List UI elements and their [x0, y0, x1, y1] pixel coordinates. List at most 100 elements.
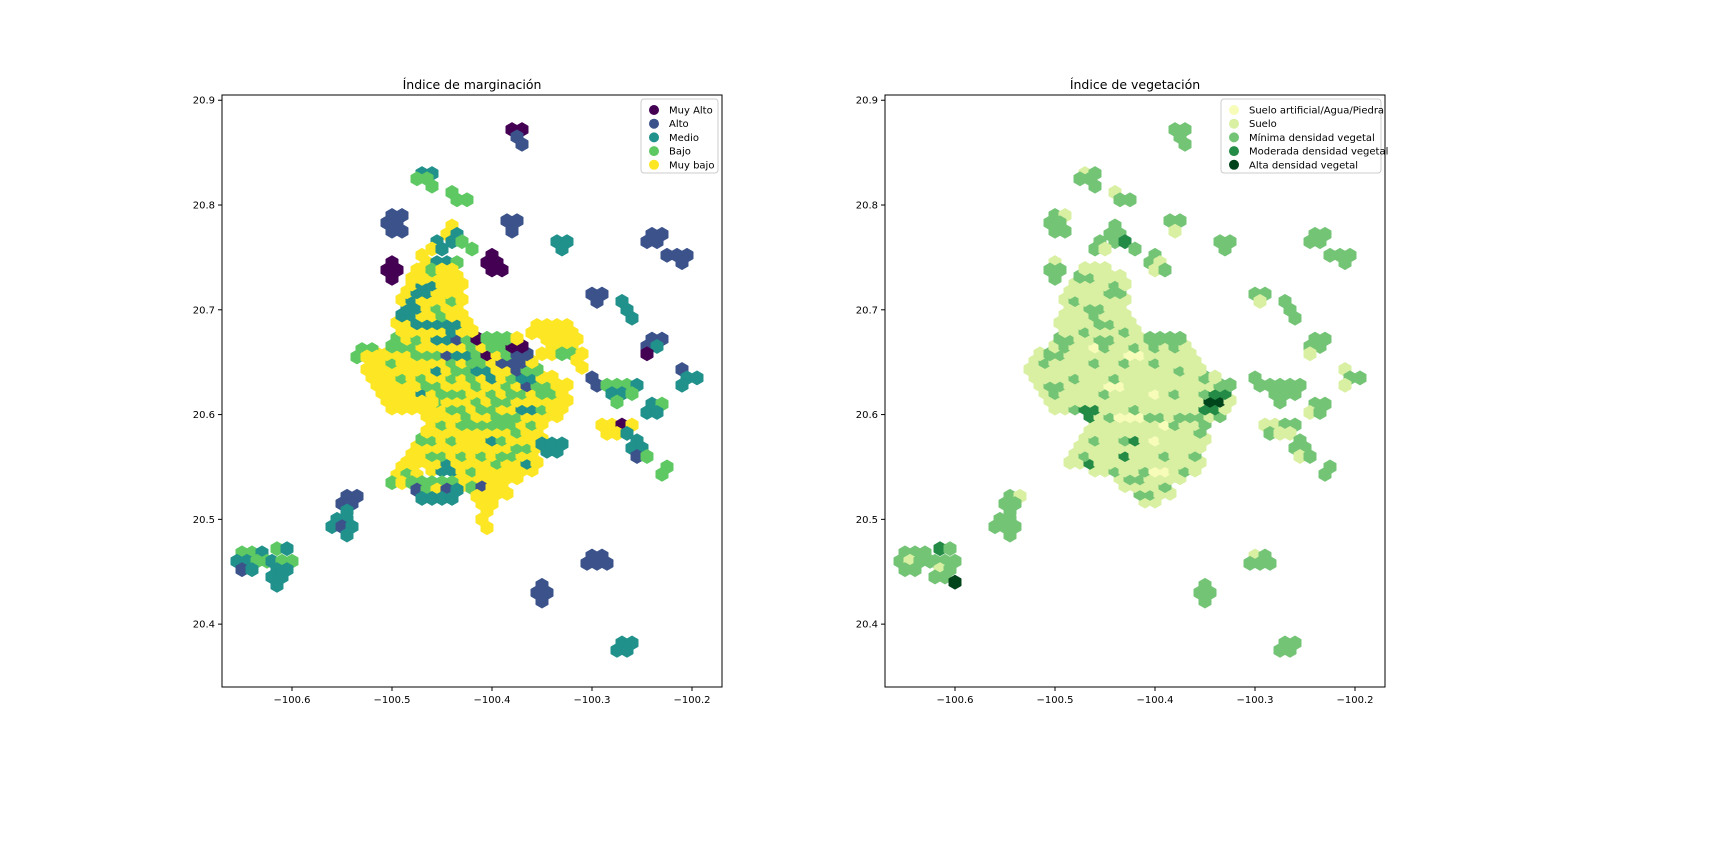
marginacion-x-tick-label: −100.2	[673, 695, 710, 706]
vegetacion-hex-cell	[1223, 377, 1237, 393]
marginacion-hex-cell	[610, 394, 624, 410]
vegetacion-hex-cell	[1088, 178, 1102, 194]
marginacion-x-tick-label: −100.4	[473, 695, 510, 706]
marginacion-hex-cell	[510, 330, 524, 346]
vegetacion-x-tick-label: −100.2	[1336, 695, 1373, 706]
marginacion-y-tick-label: 20.9	[193, 96, 215, 107]
marginacion-hex-cell	[560, 377, 574, 393]
marginacion-hex-cell	[480, 520, 494, 536]
vegetacion-hex-cell	[1338, 377, 1352, 393]
marginacion-hex-cell	[465, 241, 479, 257]
vegetacion-legend-label: Alta densidad vegetal	[1249, 160, 1358, 171]
vegetacion-hex-cell	[938, 569, 952, 585]
marginacion-hex-cell	[640, 449, 654, 464]
vegetacion-y-tick-label: 20.6	[856, 410, 878, 421]
vegetacion-hex-cell	[1353, 370, 1367, 386]
marginacion-legend-marker	[649, 118, 659, 129]
marginacion-x-tick-label: −100.5	[373, 695, 410, 706]
marginacion-hex-cell	[550, 443, 564, 459]
vegetacion-y-axis: 20.4 20.5 20.6 20.7 20.8 20.9	[856, 96, 885, 631]
vegetacion-y-tick-label: 20.4	[856, 620, 878, 631]
vegetacion-x-tick-label: −100.5	[1036, 695, 1073, 706]
marginacion-hex-cell	[270, 577, 284, 593]
marginacion-legend-label: Bajo	[669, 147, 691, 158]
marginacion-hex-cell	[535, 593, 549, 609]
vegetacion-hex-cell	[1338, 255, 1352, 271]
vegetacion-hex-cell	[943, 541, 957, 557]
vegetacion-hex-cell	[1098, 261, 1112, 276]
vegetacion-legend-label: Mínima densidad vegetal	[1249, 132, 1375, 144]
marginacion-hex-cell	[340, 527, 354, 543]
marginacion-panel: Índice de marginación −100.6 −100.5 −100.4…	[193, 77, 723, 706]
vegetacion-hex-cell	[1098, 241, 1112, 257]
marginacion-hex-cell	[575, 359, 589, 375]
marginacion-hex-cell	[445, 490, 459, 506]
marginacion-hex-cell	[650, 234, 664, 250]
vegetacion-hex-cell	[1198, 593, 1212, 609]
marginacion-hex-cell	[690, 370, 704, 386]
marginacion-legend-label: Medio	[669, 133, 699, 144]
vegetacion-y-tick-label: 20.9	[856, 96, 878, 107]
vegetacion-hex-cell	[1313, 234, 1327, 250]
vegetacion-legend-marker	[1229, 159, 1239, 170]
vegetacion-hex-cell	[1253, 293, 1267, 309]
vegetacion-legend-marker	[1229, 146, 1239, 157]
marginacion-hex-cell	[555, 241, 569, 257]
vegetacion-hex-cell	[1313, 404, 1327, 420]
marginacion-hex-cell	[625, 310, 639, 326]
vegetacion-plot-frame	[884, 94, 1386, 688]
vegetacion-legend-marker	[1229, 105, 1239, 115]
marginacion-hex-cell	[435, 241, 449, 257]
marginacion-hex-cell	[385, 270, 399, 286]
vegetacion-hexbin-layer	[893, 122, 1367, 658]
marginacion-hexbin-layer	[230, 122, 704, 658]
vegetacion-legend-box	[1220, 98, 1382, 174]
vegetacion-legend-marker	[1229, 118, 1239, 129]
marginacion-legend-marker	[649, 132, 659, 143]
marginacion-hex-cell	[370, 349, 384, 365]
marginacion-hex-cell	[395, 223, 409, 239]
vegetacion-hex-cell	[1048, 270, 1062, 286]
vegetacion-y-tick-label: 20.8	[856, 201, 878, 212]
marginacion-hex-cell	[415, 270, 429, 286]
vegetacion-hex-cell	[1158, 262, 1172, 278]
vegetacion-hex-cell	[1288, 310, 1302, 326]
marginacion-hex-cell	[675, 377, 689, 393]
vegetacion-hex-cell	[1313, 338, 1327, 354]
vegetacion-legend-label: Suelo artificial/Agua/Piedra	[1249, 106, 1384, 117]
vegetacion-hex-cell	[1218, 241, 1232, 257]
marginacion-hex-cell	[650, 404, 664, 420]
marginacion-hex-cell	[245, 562, 259, 578]
marginacion-hex-cell	[460, 192, 474, 208]
vegetacion-hex-cell	[908, 562, 922, 578]
marginacion-y-tick-label: 20.7	[193, 305, 215, 316]
marginacion-plot-frame	[221, 94, 723, 688]
vegetacion-x-tick-label: −100.4	[1136, 695, 1173, 706]
vegetacion-hex-cell	[1173, 330, 1187, 346]
vegetacion-legend-label: Suelo	[1249, 119, 1277, 130]
marginacion-hex-cell	[280, 541, 294, 557]
marginacion-hex-cell	[495, 262, 509, 278]
vegetacion-chart-title: Índice de vegetación	[1070, 77, 1200, 92]
marginacion-legend-box	[640, 98, 719, 174]
vegetacion-legend-marker	[1229, 132, 1239, 143]
marginacion-y-tick-label: 20.5	[193, 515, 215, 526]
marginacion-legend-marker	[649, 159, 659, 170]
vegetacion-hex-cell	[1303, 449, 1317, 464]
marginacion-legend-label: Muy Alto	[669, 106, 713, 117]
marginacion-hex-cell	[505, 223, 519, 239]
marginacion-legend-label: Muy bajo	[669, 160, 714, 171]
marginacion-hex-cell	[445, 262, 459, 278]
vegetacion-hex-cell	[1283, 425, 1297, 441]
marginacion-x-tick-label: −100.3	[573, 695, 610, 706]
marginacion-hex-cell	[515, 136, 529, 152]
marginacion-hex-cell	[620, 642, 634, 658]
vegetacion-hex-cell	[1178, 136, 1192, 152]
marginacion-hex-cell	[625, 386, 639, 402]
vegetacion-y-tick-label: 20.7	[856, 305, 878, 316]
marginacion-y-tick-label: 20.6	[193, 410, 215, 421]
vegetacion-hex-cell	[1168, 223, 1182, 239]
marginacion-legend-label: Alto	[669, 119, 689, 130]
vegetacion-legend: Suelo artificial/Agua/Piedra Suelo Mínima …	[1220, 98, 1388, 174]
